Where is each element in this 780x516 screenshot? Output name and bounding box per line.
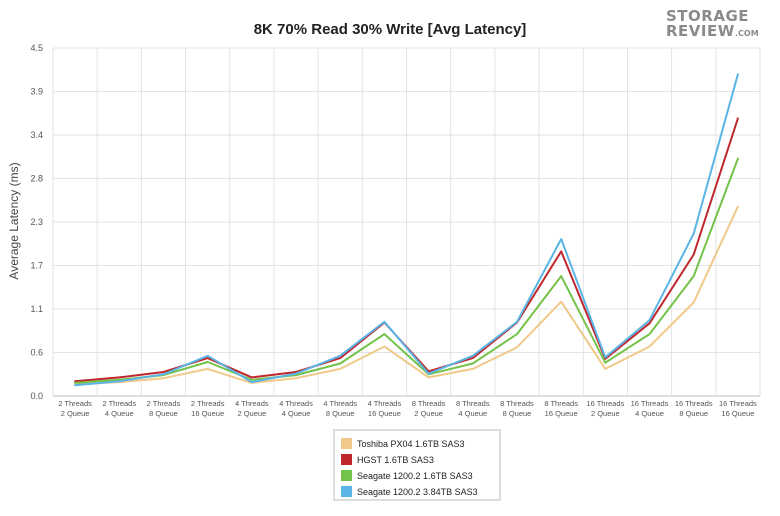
x-tick-label: 8 Queue (149, 409, 178, 418)
x-tick-label: 4 Queue (282, 409, 311, 418)
x-tick-label: 8 Queue (679, 409, 708, 418)
y-tick-label: 4.5 (30, 43, 43, 53)
y-axis-ticks: 0.0 0.6 1.1 1.7 2.3 2.8 3.4 3.9 4.5 (30, 43, 43, 401)
logo-line2: REVIEW (666, 22, 735, 40)
y-tick-label: 3.4 (30, 130, 43, 140)
x-tick-label: 8 Threads (412, 399, 446, 408)
x-tick-label: 2 Queue (591, 409, 620, 418)
series-line-3 (74, 157, 739, 384)
x-tick-label: 8 Queue (503, 409, 532, 418)
chart-title: 8K 70% Read 30% Write [Avg Latency] (254, 21, 527, 38)
legend-label: Seagate 1200.2 1.6TB SAS3 (357, 471, 473, 481)
y-tick-label: 3.9 (30, 87, 43, 97)
x-tick-label: 16 Queue (368, 409, 401, 418)
x-tick-label: 16 Queue (191, 409, 224, 418)
x-tick-label: 4 Threads (279, 399, 313, 408)
y-tick-label: 1.1 (30, 304, 43, 314)
x-tick-label: 16 Threads (719, 399, 757, 408)
x-tick-label: 8 Threads (544, 399, 578, 408)
legend-swatch (341, 486, 352, 497)
storagereview-logo: STORAGE REVIEW .COM (666, 7, 759, 40)
y-tick-label: 0.0 (30, 391, 43, 401)
logo-line1: STORAGE (666, 7, 749, 25)
gridlines (52, 47, 761, 397)
x-tick-label: 8 Threads (500, 399, 534, 408)
x-tick-label: 8 Queue (326, 409, 355, 418)
x-tick-label: 16 Threads (586, 399, 624, 408)
series-line-4 (74, 73, 739, 387)
y-tick-label: 2.3 (30, 217, 43, 227)
x-tick-label: 16 Queue (545, 409, 578, 418)
x-tick-label: 2 Queue (414, 409, 443, 418)
y-tick-label: 1.7 (30, 261, 43, 271)
x-tick-label: 16 Threads (675, 399, 713, 408)
x-tick-label: 4 Queue (105, 409, 134, 418)
x-tick-label: 4 Threads (368, 399, 402, 408)
x-tick-label: 4 Queue (635, 409, 664, 418)
legend-label: HGST 1.6TB SAS3 (357, 455, 434, 465)
y-tick-label: 0.6 (30, 348, 43, 358)
x-tick-label: 2 Threads (102, 399, 136, 408)
x-tick-label: 4 Threads (235, 399, 269, 408)
series-line-1 (74, 205, 739, 386)
legend-swatch (341, 438, 352, 449)
legend-swatch (341, 470, 352, 481)
legend: Toshiba PX04 1.6TB SAS3 HGST 1.6TB SAS3 Se… (333, 429, 501, 501)
y-tick-label: 2.8 (30, 174, 43, 184)
series-lines (74, 73, 739, 387)
x-tick-label: 4 Queue (458, 409, 487, 418)
legend-swatch (341, 454, 352, 465)
logo-suffix: .COM (735, 29, 759, 38)
legend-box (333, 429, 501, 501)
x-tick-label: 2 Queue (237, 409, 266, 418)
legend-label: Seagate 1200.2 3.84TB SAS3 (357, 487, 478, 497)
x-tick-label: 8 Threads (456, 399, 490, 408)
x-tick-label: 2 Threads (147, 399, 181, 408)
x-tick-label: 2 Queue (61, 409, 90, 418)
legend-label: Toshiba PX04 1.6TB SAS3 (357, 439, 465, 449)
x-tick-label: 2 Threads (191, 399, 225, 408)
x-tick-label: 2 Threads (58, 399, 92, 408)
x-tick-label: 4 Threads (323, 399, 357, 408)
y-axis-label: Average Latency (ms) (7, 162, 21, 279)
x-tick-label: 16 Queue (721, 409, 754, 418)
x-tick-label: 16 Threads (631, 399, 669, 408)
